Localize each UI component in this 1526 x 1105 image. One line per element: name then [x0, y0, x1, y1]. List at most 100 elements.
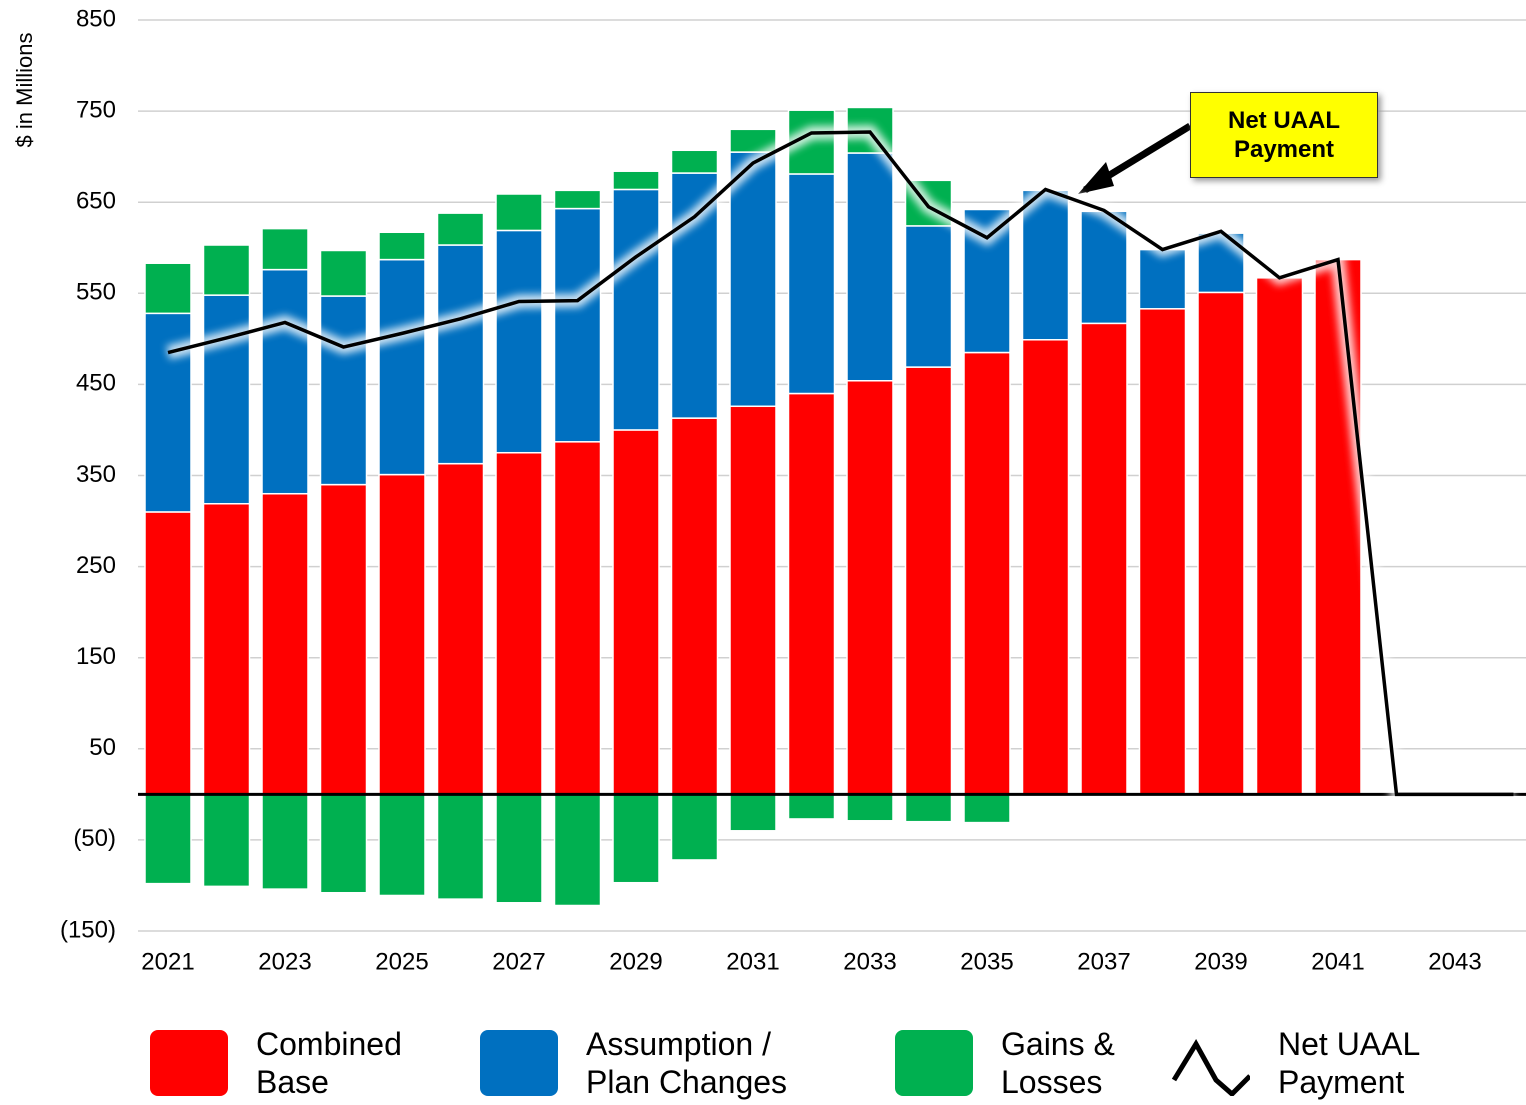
legend-item: Gains & Losses — [895, 1025, 1161, 1101]
x-tick-label: 2039 — [1194, 948, 1247, 975]
line — [167, 130, 1514, 797]
bar — [1021, 339, 1070, 796]
y-tick-label: 350 — [76, 461, 116, 488]
legend-swatch — [895, 1030, 973, 1096]
bar — [729, 151, 777, 408]
legend-label: Assumption / Plan Changes — [586, 1026, 788, 1100]
bar — [319, 483, 368, 796]
bar — [378, 793, 426, 897]
x-tick-label: 2033 — [843, 948, 896, 975]
bar — [144, 511, 192, 796]
bar — [904, 793, 953, 823]
bar — [378, 231, 426, 261]
bar — [1138, 248, 1187, 310]
y-tick-label: (150) — [60, 916, 116, 943]
legend-item: Combined Base — [150, 1025, 416, 1101]
bar — [261, 492, 309, 796]
x-tick-label: 2035 — [960, 948, 1013, 975]
bar — [904, 366, 953, 796]
y-tick-label: 850 — [76, 5, 116, 32]
bar — [612, 170, 660, 191]
bar — [729, 128, 777, 153]
y-tick-label: 250 — [76, 552, 116, 579]
bar — [1197, 291, 1245, 796]
bar — [261, 793, 309, 890]
x-tick-label: 2025 — [375, 948, 428, 975]
bar — [1080, 322, 1128, 796]
x-tick-label: 2021 — [141, 948, 194, 975]
bar — [846, 152, 894, 382]
bar — [202, 244, 251, 296]
bar — [553, 189, 602, 210]
bar — [1138, 308, 1187, 796]
x-tick-label: 2043 — [1428, 948, 1481, 975]
chart: $ in Millions (150) (50) 50 150 250 350 450 550… — [12, 5, 1526, 975]
bar — [846, 380, 894, 796]
legend-label: Gains & Losses — [1001, 1026, 1115, 1100]
bar — [144, 262, 192, 315]
bar — [495, 229, 543, 454]
bar — [787, 392, 836, 796]
legend-swatch — [480, 1030, 558, 1096]
callout: Net UAAL Payment — [1190, 92, 1378, 178]
bar — [378, 473, 426, 796]
bar — [612, 429, 660, 796]
bar — [319, 295, 368, 486]
bar — [1255, 277, 1304, 796]
legend-label: Combined Base — [256, 1026, 402, 1100]
bar — [436, 212, 485, 246]
y-tick-label: 450 — [76, 370, 116, 397]
bar — [319, 249, 368, 297]
y-tick-label: (50) — [73, 825, 116, 852]
bar — [612, 793, 660, 884]
bar — [612, 188, 660, 431]
bar — [495, 451, 543, 796]
bar — [846, 793, 894, 822]
bar — [261, 268, 309, 495]
legend-swatch — [1171, 1039, 1250, 1096]
x-tick-label: 2031 — [726, 948, 779, 975]
legend-item: Net UAAL Payment — [1170, 1025, 1448, 1101]
bar — [963, 351, 1011, 796]
bar — [670, 793, 719, 861]
bar — [904, 225, 953, 368]
bar — [553, 441, 602, 796]
bar — [1021, 189, 1070, 341]
bar — [202, 294, 251, 505]
bar — [261, 227, 309, 271]
bar — [319, 793, 368, 894]
y-axis-label: $ in Millions — [12, 33, 37, 148]
bar — [202, 502, 251, 796]
callout-arrowhead — [1078, 162, 1114, 194]
y-tick-label: 50 — [89, 734, 116, 761]
bar — [729, 405, 777, 796]
x-tick-label: 2023 — [258, 948, 311, 975]
bar — [495, 193, 543, 232]
bar — [670, 149, 719, 174]
bar — [787, 793, 836, 820]
bar — [787, 173, 836, 395]
x-tick-label: 2041 — [1311, 948, 1364, 975]
bar — [436, 244, 485, 465]
bar — [202, 793, 251, 888]
legend-label: Net UAAL Payment — [1278, 1026, 1420, 1100]
line-glow — [166, 124, 1514, 802]
bar — [436, 462, 485, 796]
bar — [495, 793, 543, 904]
bar — [436, 793, 485, 900]
bar — [553, 207, 602, 443]
x-tick-label: 2027 — [492, 948, 545, 975]
bar — [729, 793, 777, 832]
legend-swatch — [150, 1030, 228, 1096]
legend-item: Assumption / Plan Changes — [480, 1025, 816, 1101]
y-tick-label: 550 — [76, 279, 116, 306]
bar — [1314, 258, 1362, 796]
x-tick-label: 2037 — [1077, 948, 1130, 975]
bar — [670, 417, 719, 796]
bar — [553, 793, 602, 907]
y-tick-label: 150 — [76, 643, 116, 670]
bar — [144, 793, 192, 885]
x-tick-label: 2029 — [609, 948, 662, 975]
bar — [963, 793, 1011, 824]
